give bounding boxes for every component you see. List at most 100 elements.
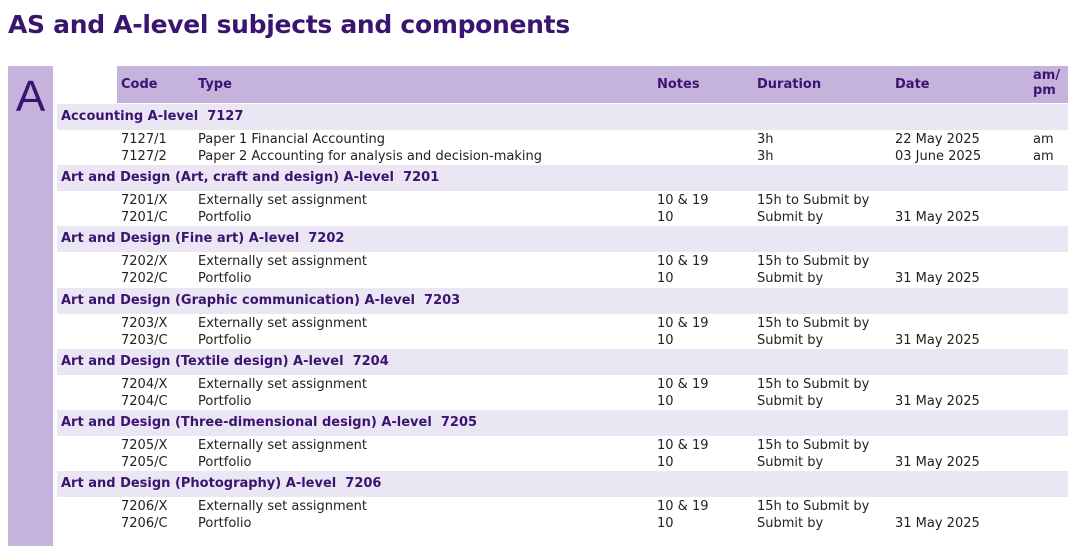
cell-date: 31 May 2025 [895,271,980,287]
cell-date: 31 May 2025 [895,332,980,348]
cell-type: Portfolio [198,271,252,287]
cell-duration: 15h to Submit by [757,438,870,453]
cell-type: Portfolio [198,332,252,348]
table-header [117,66,1068,103]
cell-notes: 10 [657,271,674,287]
cell-duration: 3h [757,149,774,164]
letter-tab-label: A [15,72,46,121]
table-row: 7203/C Portfolio 10 Submit by 31 May 2025 [0,332,1080,349]
header-type: Type [198,77,232,92]
table-row: 7205/X Externally set assignment 10 & 19 15… [0,437,1080,454]
section-heading: Accounting A-level 7127 [57,104,1068,130]
cell-date: 03 June 2025 [895,149,982,164]
cell-date: 31 May 2025 [895,516,980,532]
cell-notes: 10 [657,393,674,409]
cell-notes: 10 & 19 [657,438,709,453]
cell-notes: 10 [657,332,674,348]
table-row: 7203/X Externally set assignment 10 & 19 15… [0,315,1080,332]
table-row: 7204/C Portfolio 10 Submit by 31 May 2025 [0,393,1080,410]
cell-notes: 10 [657,455,674,470]
section-heading-label: Art and Design (Photography) A-level 720… [61,476,382,492]
cell-duration: 15h to Submit by [757,254,870,270]
table-row: 7202/X Externally set assignment 10 & 19 15… [0,253,1080,270]
section-heading: Art and Design (Three-dimensional design… [57,410,1068,436]
section-heading: Art and Design (Fine art) A-level 7202 [57,226,1068,253]
section-heading-label: Art and Design (Art, craft and design) A… [61,170,440,186]
cell-code: 7205/X [121,438,168,453]
cell-duration: Submit by [757,271,824,287]
section-heading-label: Art and Design (Fine art) A-level 7202 [61,231,345,247]
cell-type: Externally set assignment [198,315,367,331]
table-row: 7206/C Portfolio 10 Submit by 31 May 2025 [0,515,1080,532]
cell-duration: 15h to Submit by [757,376,870,392]
cell-duration: 15h to Submit by [757,499,870,515]
cell-code: 7206/X [121,499,168,515]
letter-tab: A [8,66,53,546]
section-heading-label: Art and Design (Textile design) A-level … [61,353,389,369]
cell-notes: 10 & 19 [657,376,709,392]
cell-ampm: am [1033,149,1054,164]
cell-code: 7203/X [121,315,168,331]
cell-code: 7201/C [121,210,168,226]
cell-type: Portfolio [198,516,252,532]
cell-duration: 3h [757,132,774,147]
cell-code: 7204/X [121,376,168,392]
cell-date: 31 May 2025 [895,455,980,470]
cell-type: Externally set assignment [198,254,367,270]
cell-date: 31 May 2025 [895,210,980,226]
cell-code: 7202/X [121,254,168,270]
section-heading: Art and Design (Textile design) A-level … [57,348,1068,375]
section-heading-label: Art and Design (Graphic communication) A… [61,292,461,308]
section-heading-label: Art and Design (Three-dimensional design… [61,415,478,430]
section-heading: Art and Design (Graphic communication) A… [57,287,1068,314]
table-row: 7206/X Externally set assignment 10 & 19 15… [0,498,1080,515]
cell-type: Paper 1 Financial Accounting [198,132,386,147]
header-date: Date [895,77,930,92]
table-row: 7205/C Portfolio 10 Submit by 31 May 2025 [0,454,1080,471]
cell-duration: Submit by [757,332,824,348]
header-duration: Duration [757,77,822,92]
cell-duration: 15h to Submit by [757,193,870,209]
cell-type: Externally set assignment [198,193,367,209]
cell-notes: 10 & 19 [657,193,709,209]
header-notes: Notes [657,77,700,92]
cell-notes: 10 & 19 [657,254,709,270]
header-ampm: am/ pm [1033,68,1060,98]
table-row: 7202/C Portfolio 10 Submit by 31 May 2025 [0,270,1080,287]
cell-code: 7201/X [121,193,168,209]
cell-code: 7127/1 [121,132,167,147]
table-row: 7127/1 Paper 1 Financial Accounting 3h 22 M… [0,131,1080,148]
cell-type: Externally set assignment [198,376,367,392]
cell-type: Externally set assignment [198,438,367,453]
cell-type: Paper 2 Accounting for analysis and deci… [198,149,542,164]
cell-notes: 10 [657,210,674,226]
cell-type: Externally set assignment [198,499,367,515]
cell-code: 7206/C [121,516,168,532]
cell-duration: Submit by [757,393,824,409]
cell-ampm: am [1033,132,1054,147]
cell-duration: Submit by [757,210,824,226]
cell-type: Portfolio [198,455,252,470]
cell-notes: 10 & 19 [657,315,709,331]
table-row: 7201/X Externally set assignment 10 & 19 15… [0,192,1080,209]
cell-code: 7204/C [121,393,168,409]
header-code: Code [121,77,158,92]
table-row: 7127/2 Paper 2 Accounting for analysis an… [0,148,1080,165]
section-heading: Art and Design (Photography) A-level 720… [57,471,1068,498]
cell-notes: 10 [657,516,674,532]
table-row: 7204/X Externally set assignment 10 & 19 15… [0,376,1080,393]
cell-duration: 15h to Submit by [757,315,870,331]
cell-code: 7203/C [121,332,168,348]
cell-duration: Submit by [757,516,824,532]
cell-duration: Submit by [757,455,824,470]
table-row: 7201/C Portfolio 10 Submit by 31 May 2025 [0,209,1080,226]
cell-date: 31 May 2025 [895,393,980,409]
page-title: AS and A-level subjects and components [8,10,570,39]
cell-notes: 10 & 19 [657,499,709,515]
cell-type: Portfolio [198,393,252,409]
cell-type: Portfolio [198,210,252,226]
header-ampm-line1: am/ [1033,68,1061,83]
section-heading: Art and Design (Art, craft and design) A… [57,165,1068,192]
section-heading-label: Accounting A-level 7127 [61,109,244,124]
cell-code: 7205/C [121,455,168,470]
